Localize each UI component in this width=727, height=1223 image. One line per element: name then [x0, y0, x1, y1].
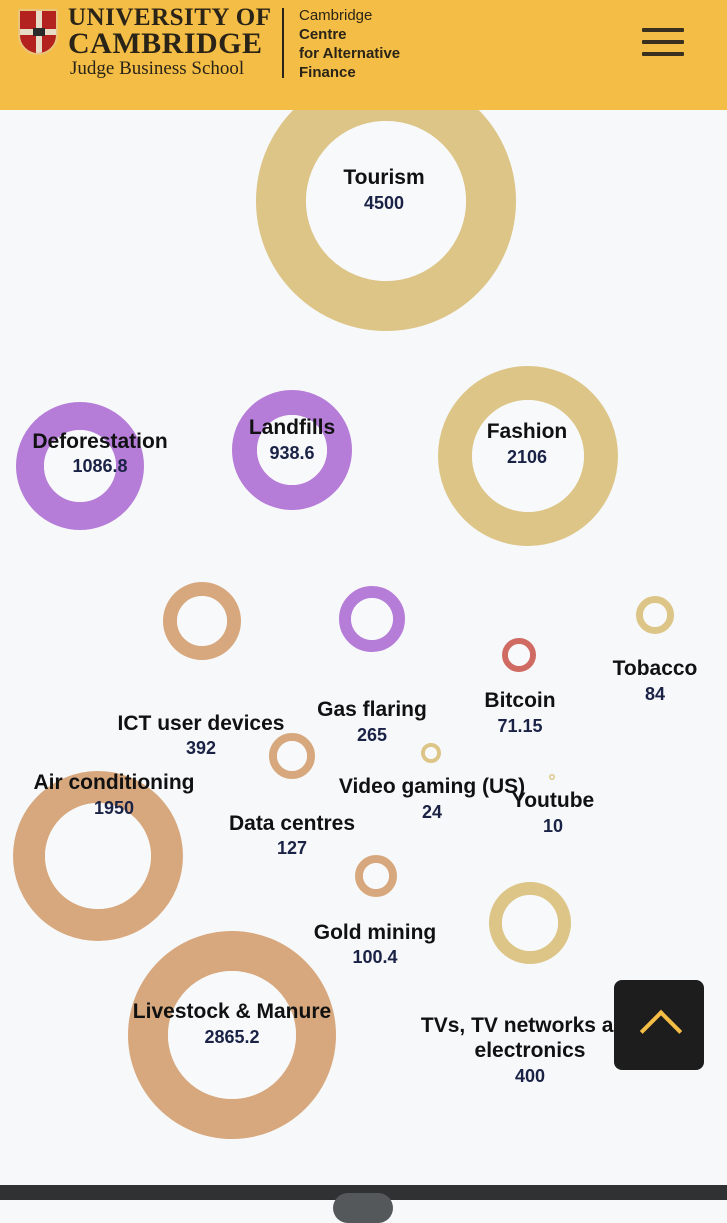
bubble-ring-youtube[interactable]: [549, 774, 555, 780]
bubble-label-fashion: Fashion: [487, 420, 568, 443]
bubble-chart: Tourism 4500 Deforestation 1086.8 Landfills 9…: [0, 110, 727, 1185]
bubble-ring-tvs-tv-networks-and[interactable]: [489, 882, 571, 964]
bubble-bitcoin[interactable]: Bitcoin 71.15: [484, 638, 556, 736]
bubble-ring-landfills[interactable]: [232, 390, 352, 510]
bubble-center-ict-user-devices: [177, 596, 227, 646]
bubble-value-bitcoin: 71.15: [497, 716, 542, 736]
bubble-ring-gold-mining[interactable]: [355, 855, 397, 897]
centre-name-line2: Centre: [299, 26, 347, 43]
bubble-value-deforestation: 1086.8: [72, 456, 127, 476]
bubble-center-air-conditioning: [45, 803, 151, 909]
bubble-ring-video-gaming-us[interactable]: [421, 743, 441, 763]
bubble-label-gas-flaring: Gas flaring: [317, 698, 427, 721]
bubble-value-fashion: 2106: [507, 447, 547, 467]
bubble-center-gold-mining: [363, 863, 389, 889]
bubble-center-livestock-manure: [168, 971, 296, 1099]
bubble-label-tobacco: Tobacco: [613, 657, 698, 680]
bubble-label-video-gaming-us: Video gaming (US): [339, 775, 525, 798]
university-crest-icon: [18, 9, 58, 55]
bubble-center-gas-flaring: [351, 598, 393, 640]
bubble-label-tourism: Tourism: [343, 166, 424, 189]
bubble-label-tvs-tv-networks-and: TVs, TV networks and: [421, 1014, 639, 1037]
centre-name-line3: for Alternative: [299, 45, 401, 62]
bubble-value-tobacco: 84: [645, 684, 665, 704]
bubble-value-gold-mining: 100.4: [352, 947, 397, 967]
bubble-deforestation[interactable]: Deforestation 1086.8: [16, 402, 168, 530]
school-name: Judge Business School: [70, 58, 245, 79]
bubble-value-ict-user-devices: 392: [186, 738, 216, 758]
bubble-value-video-gaming-us: 24: [422, 802, 442, 822]
bubble-center-bitcoin: [508, 644, 530, 666]
bubble-value-landfills: 938.6: [269, 443, 314, 463]
bubble-ring-fashion[interactable]: [438, 366, 618, 546]
bubble-center-tobacco: [643, 603, 667, 627]
bubble-ring-livestock-manure[interactable]: [128, 931, 336, 1139]
bubble-ring-bitcoin[interactable]: [502, 638, 536, 672]
bubble-label-youtube: Youtube: [512, 789, 594, 812]
bubble-value-data-centres: 127: [277, 838, 307, 858]
bubble-chart-svg: Tourism 4500 Deforestation 1086.8 Landfills 9…: [13, 110, 698, 1139]
bubble-center-data-centres: [277, 741, 307, 771]
bubble-label-data-centres: Data centres: [229, 812, 355, 835]
bubble-livestock-manure[interactable]: Livestock & Manure 2865.2: [128, 931, 336, 1139]
bubble-label-deforestation: Deforestation: [32, 430, 167, 453]
hamburger-menu-icon[interactable]: [642, 28, 684, 58]
bubble-label-line2-tvs-tv-networks-and: electronics: [475, 1039, 586, 1062]
bubble-value-livestock-manure: 2865.2: [204, 1027, 259, 1047]
bubble-fashion[interactable]: Fashion 2106: [438, 366, 618, 546]
bubble-value-tvs-tv-networks-and: 400: [515, 1066, 545, 1086]
bubble-center-fashion: [472, 400, 584, 512]
bubble-label-livestock-manure: Livestock & Manure: [133, 1000, 331, 1023]
bubble-youtube[interactable]: Youtube 10: [512, 774, 594, 836]
centre-logo: Cambridge Centre for Alternative Finance: [299, 6, 400, 82]
bubble-value-gas-flaring: 265: [357, 725, 387, 745]
bubble-tourism[interactable]: Tourism 4500: [256, 110, 516, 331]
bubble-ring-tourism[interactable]: [256, 110, 516, 331]
bubble-label-gold-mining: Gold mining: [314, 921, 436, 944]
bubble-ict-user-devices[interactable]: ICT user devices 392: [118, 582, 285, 758]
logo-divider: [282, 8, 284, 78]
scroll-to-top-button[interactable]: [614, 980, 704, 1070]
bubble-center-deforestation: [44, 430, 116, 502]
site-header: UNIVERSITY OF CAMBRIDGE Judge Business S…: [0, 0, 727, 110]
centre-name-line1: Cambridge: [299, 7, 373, 24]
bubble-air-conditioning[interactable]: Air conditioning 1950: [13, 771, 195, 941]
footer-bar: [0, 1185, 727, 1223]
footer-handle: [333, 1193, 393, 1223]
university-name-line2: CAMBRIDGE: [68, 27, 263, 60]
chevron-up-icon: [639, 1009, 683, 1053]
bubble-tobacco[interactable]: Tobacco 84: [613, 596, 698, 705]
bubble-center-tvs-tv-networks-and: [502, 895, 558, 951]
bubble-gold-mining[interactable]: Gold mining 100.4: [314, 855, 436, 967]
bubble-center-youtube: [550, 775, 554, 779]
bubble-label-landfills: Landfills: [249, 416, 335, 439]
bubble-value-youtube: 10: [543, 816, 563, 836]
bubble-ring-tobacco[interactable]: [636, 596, 674, 634]
bubble-value-air-conditioning: 1950: [94, 798, 134, 818]
bubble-ring-air-conditioning[interactable]: [13, 771, 183, 941]
bubble-label-bitcoin: Bitcoin: [484, 689, 555, 712]
university-name-line1: UNIVERSITY OF: [68, 4, 272, 31]
bubble-data-centres[interactable]: Data centres 127: [229, 733, 355, 858]
bubble-ring-gas-flaring[interactable]: [339, 586, 405, 652]
bubble-center-landfills: [257, 415, 327, 485]
bubble-ring-ict-user-devices[interactable]: [163, 582, 241, 660]
bubble-label-ict-user-devices: ICT user devices: [118, 712, 285, 735]
bubble-center-video-gaming-us: [425, 747, 437, 759]
bubble-value-tourism: 4500: [364, 193, 404, 213]
bubble-ring-data-centres[interactable]: [269, 733, 315, 779]
bubble-center-tourism: [306, 121, 466, 281]
bubble-ring-deforestation[interactable]: [16, 402, 144, 530]
bubble-label-air-conditioning: Air conditioning: [34, 771, 195, 794]
bubble-landfills[interactable]: Landfills 938.6: [232, 390, 352, 510]
bubble-video-gaming-us[interactable]: Video gaming (US) 24: [339, 743, 525, 822]
centre-name-line4: Finance: [299, 64, 356, 81]
bubble-gas-flaring[interactable]: Gas flaring 265: [317, 586, 427, 745]
